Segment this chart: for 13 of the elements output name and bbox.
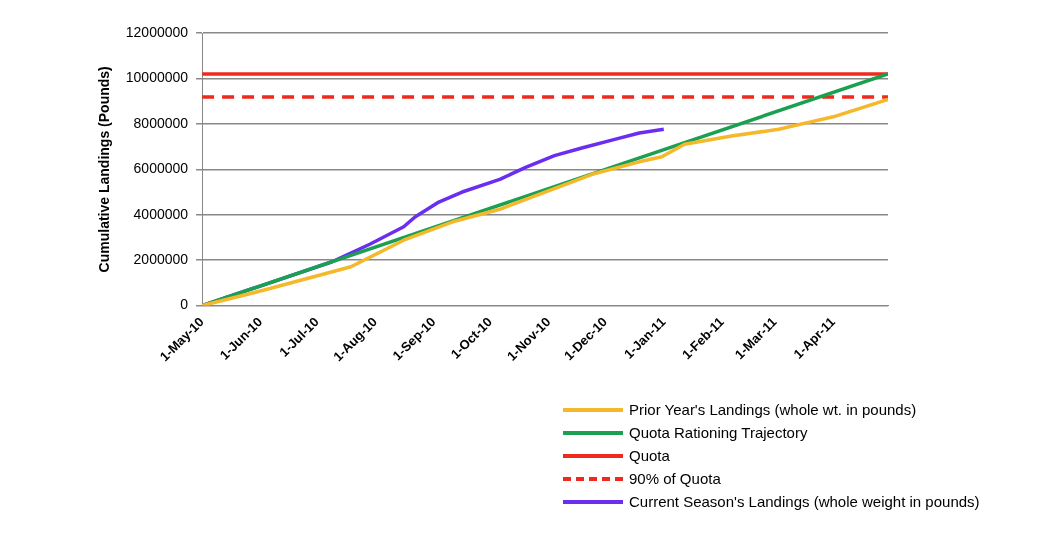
legend-label: Current Season's Landings (whole weight in pounds) (629, 493, 980, 510)
legend-label: 90% of Quota (629, 470, 721, 487)
legend-label: Quota (629, 447, 670, 464)
y-tick-label: 0 (180, 296, 189, 313)
y-tick-label: 6000000 (133, 160, 189, 177)
y-tick-label: 8000000 (133, 114, 189, 131)
y-axis-title: Cumulative Landings (Pounds) (96, 66, 113, 273)
legend-label: Quota Rationing Trajectory (629, 424, 808, 441)
y-tick-label: 10000000 (125, 69, 189, 86)
y-tick-label: 12000000 (125, 23, 189, 40)
y-tick-label: 4000000 (133, 205, 189, 222)
legend-label: Prior Year's Landings (whole wt. in pounds) (629, 401, 917, 418)
y-tick-label: 2000000 (133, 251, 189, 268)
